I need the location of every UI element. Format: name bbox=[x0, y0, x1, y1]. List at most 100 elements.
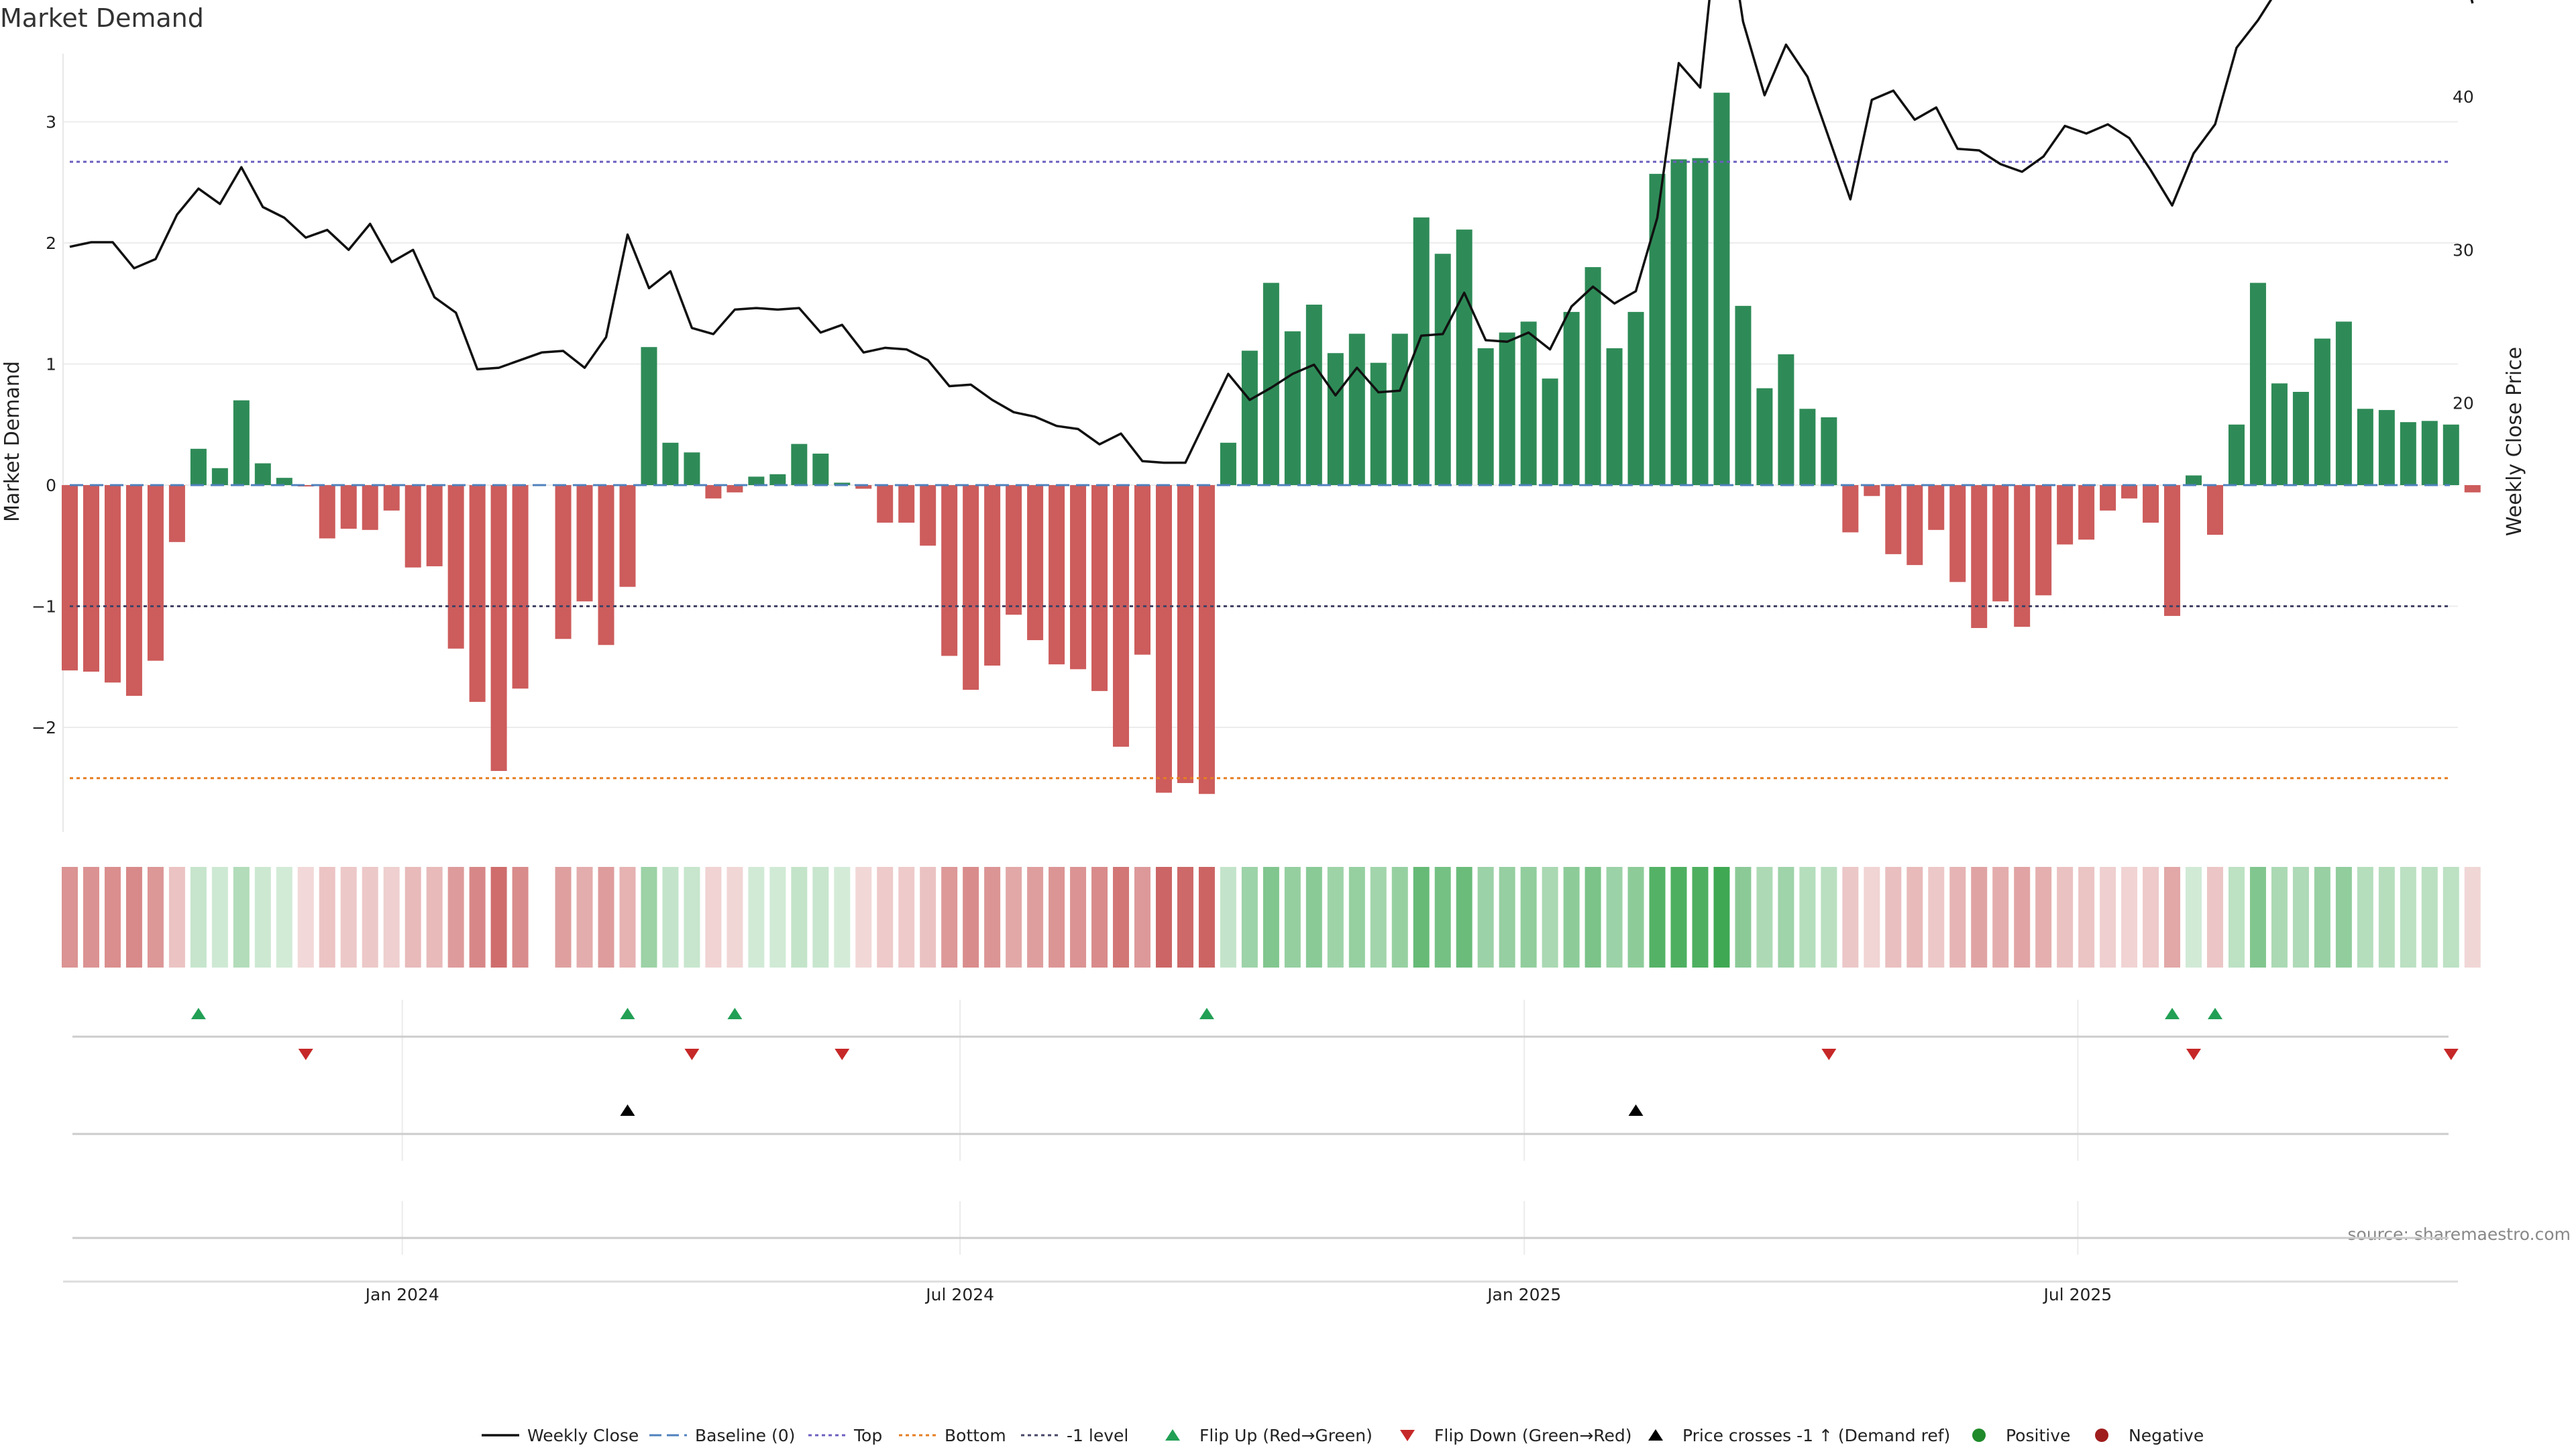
demand-bar bbox=[2035, 485, 2052, 596]
heat-cell bbox=[125, 867, 142, 968]
demand-bar bbox=[1327, 353, 1344, 485]
demand-bar bbox=[2121, 485, 2138, 499]
heat-cell bbox=[1821, 867, 1837, 968]
flip-up-marker bbox=[2165, 1008, 2180, 1019]
demand-bar bbox=[1391, 333, 1408, 485]
demand-bar bbox=[233, 400, 250, 485]
demand-bar bbox=[641, 347, 657, 485]
heat-cell bbox=[1391, 867, 1408, 968]
demand-bar bbox=[855, 485, 872, 489]
flip-down-marker bbox=[835, 1049, 850, 1060]
demand-bar bbox=[1821, 417, 1837, 485]
heat-cell bbox=[2292, 867, 2309, 968]
demand-bar bbox=[2100, 485, 2116, 511]
heat-cell bbox=[1692, 867, 1709, 968]
heat-cell bbox=[168, 867, 185, 968]
demand-bar bbox=[1735, 305, 1752, 485]
heat-cell bbox=[1992, 867, 2009, 968]
heat-cell bbox=[297, 867, 314, 968]
y-tick-label: 1 bbox=[46, 355, 56, 374]
heat-cell bbox=[1735, 867, 1752, 968]
demand-bar bbox=[1713, 93, 1730, 485]
demand-bar bbox=[2057, 485, 2074, 545]
demand-bar bbox=[447, 485, 464, 649]
y-tick-label: 3 bbox=[46, 113, 56, 132]
y2-tick-label: 30 bbox=[2453, 240, 2474, 260]
heat-cell bbox=[1542, 867, 1558, 968]
heat-cell bbox=[877, 867, 894, 968]
demand-bar bbox=[1542, 378, 1558, 485]
heat-cell bbox=[83, 867, 99, 968]
heat-cell bbox=[641, 867, 657, 968]
heat-cell bbox=[490, 867, 507, 968]
demand-bar bbox=[812, 454, 829, 485]
demand-bar bbox=[2335, 321, 2352, 485]
demand-bar bbox=[941, 485, 958, 656]
demand-bar bbox=[2314, 338, 2330, 485]
x-tick-label: Jul 2025 bbox=[2042, 1285, 2112, 1304]
heat-cell bbox=[405, 867, 421, 968]
demand-bar bbox=[748, 476, 765, 485]
demand-bar bbox=[512, 485, 529, 689]
demand-bar bbox=[1907, 485, 1923, 566]
demand-bar bbox=[1477, 348, 1494, 485]
heat-cell bbox=[812, 867, 829, 968]
grid-layer bbox=[62, 54, 2458, 1283]
demand-bar bbox=[2443, 424, 2459, 485]
demand-bar bbox=[1627, 311, 1644, 485]
demand-bar bbox=[1113, 485, 1130, 747]
heat-cell bbox=[1949, 867, 1966, 968]
demand-bar bbox=[2207, 485, 2223, 535]
demand-bar bbox=[2143, 485, 2159, 523]
flip-up-marker bbox=[2208, 1008, 2222, 1019]
flip-down-marker bbox=[2443, 1049, 2459, 1060]
demand-bar bbox=[1070, 485, 1087, 670]
heat-cell bbox=[2035, 867, 2052, 968]
demand-bar bbox=[791, 444, 808, 485]
demand-bar bbox=[1499, 332, 1515, 485]
legend-label: Flip Down (Green→Red) bbox=[1434, 1426, 1632, 1445]
demand-bar bbox=[1606, 348, 1623, 485]
heat-cell bbox=[1413, 867, 1430, 968]
demand-bar bbox=[1434, 254, 1451, 485]
heat-cell bbox=[1756, 867, 1773, 968]
demand-bar bbox=[254, 463, 271, 485]
demand-bar bbox=[2228, 424, 2245, 485]
legend-label: Flip Up (Red→Green) bbox=[1199, 1426, 1373, 1445]
demand-bar bbox=[1027, 485, 1044, 641]
legend-swatch bbox=[1165, 1429, 1180, 1441]
heat-cell bbox=[1606, 867, 1623, 968]
demand-bar bbox=[1198, 485, 1215, 794]
demand-bar bbox=[2014, 485, 2031, 627]
demand-bar bbox=[362, 485, 378, 530]
y2-tick-label: 40 bbox=[2453, 87, 2474, 107]
demand-bar bbox=[1220, 442, 1236, 485]
heat-cell bbox=[727, 867, 743, 968]
demand-bar bbox=[211, 468, 228, 485]
heat-cell bbox=[941, 867, 958, 968]
heat-cell bbox=[1799, 867, 1816, 968]
heat-cell bbox=[1006, 867, 1022, 968]
heat-cell bbox=[1585, 867, 1601, 968]
heat-cell bbox=[2228, 867, 2245, 968]
price-cross-marker bbox=[1628, 1104, 1644, 1116]
heat-cell bbox=[1284, 867, 1301, 968]
demand-bar bbox=[1284, 331, 1301, 485]
heat-cell bbox=[2100, 867, 2116, 968]
legend-label: -1 level bbox=[1067, 1426, 1128, 1445]
heat-cell bbox=[2014, 867, 2031, 968]
demand-bar bbox=[1348, 333, 1365, 485]
heat-cell bbox=[1370, 867, 1387, 968]
y2-axis-label: Weekly Close Price bbox=[2503, 347, 2526, 536]
demand-bar bbox=[490, 485, 507, 771]
heat-cell bbox=[1241, 867, 1258, 968]
flip-up-marker bbox=[191, 1008, 206, 1019]
demand-bar bbox=[1949, 485, 1966, 582]
y-axis-label: Market Demand bbox=[1, 361, 24, 522]
demand-bar bbox=[1864, 485, 1880, 497]
flip-down-marker bbox=[298, 1049, 313, 1060]
heat-cell bbox=[1113, 867, 1130, 968]
heat-cell bbox=[1091, 867, 1108, 968]
reference-lines bbox=[70, 160, 2450, 780]
